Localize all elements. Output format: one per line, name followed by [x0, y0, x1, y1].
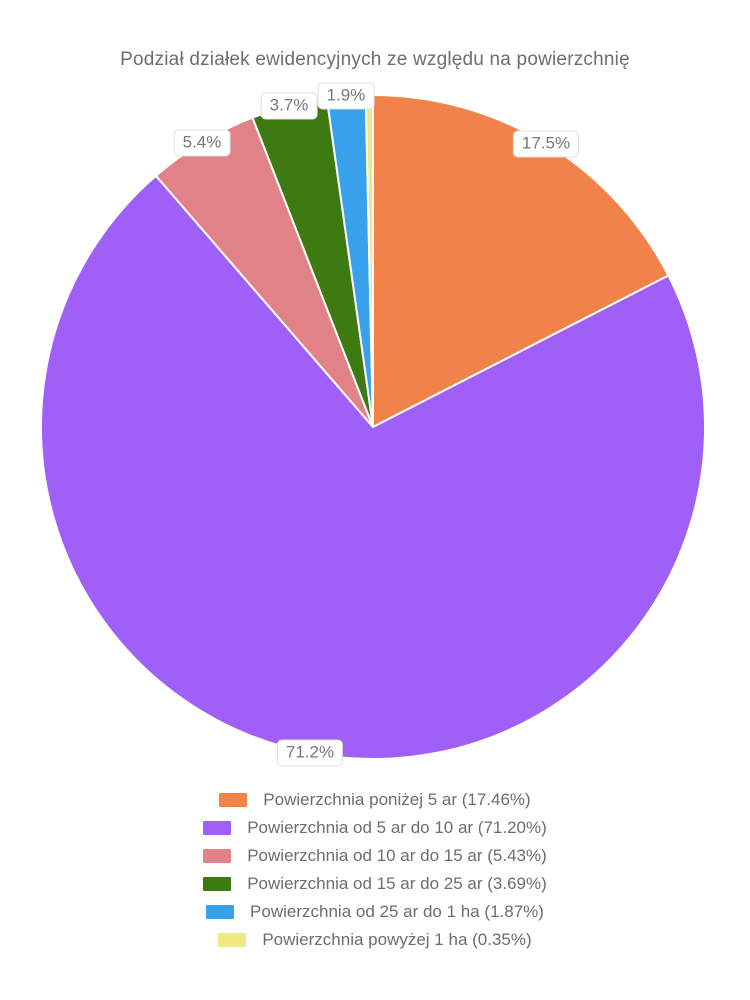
legend-label: Powierzchnia od 5 ar do 10 ar (71.20%)	[247, 818, 547, 837]
legend-label: Powierzchnia od 15 ar do 25 ar (3.69%)	[247, 874, 547, 893]
legend-item-3[interactable]: Powierzchnia od 15 ar do 25 ar (3.69%)	[203, 874, 547, 893]
legend-swatch	[203, 849, 232, 863]
legend-swatch	[206, 905, 235, 919]
legend-swatch	[219, 793, 248, 807]
legend-label: Powierzchnia od 10 ar do 15 ar (5.43%)	[247, 846, 547, 865]
legend-swatch	[218, 933, 247, 947]
legend-item-1[interactable]: Powierzchnia od 5 ar do 10 ar (71.20%)	[203, 818, 547, 837]
legend-label: Powierzchnia poniżej 5 ar (17.46%)	[263, 790, 531, 809]
legend-label: Powierzchnia od 25 ar do 1 ha (1.87%)	[250, 902, 544, 921]
legend-item-5[interactable]: Powierzchnia powyżej 1 ha (0.35%)	[218, 930, 532, 949]
legend: Powierzchnia poniżej 5 ar (17.46%) Powier…	[0, 790, 750, 949]
chart-title: Podział działek ewidencyjnych ze względu…	[120, 49, 630, 70]
legend-item-0[interactable]: Powierzchnia poniżej 5 ar (17.46%)	[219, 790, 531, 809]
legend-swatch	[203, 821, 232, 835]
legend-item-4[interactable]: Powierzchnia od 25 ar do 1 ha (1.87%)	[206, 902, 544, 921]
legend-item-2[interactable]: Powierzchnia od 10 ar do 15 ar (5.43%)	[203, 846, 547, 865]
legend-swatch	[203, 877, 232, 891]
legend-label: Powierzchnia powyżej 1 ha (0.35%)	[262, 930, 532, 949]
